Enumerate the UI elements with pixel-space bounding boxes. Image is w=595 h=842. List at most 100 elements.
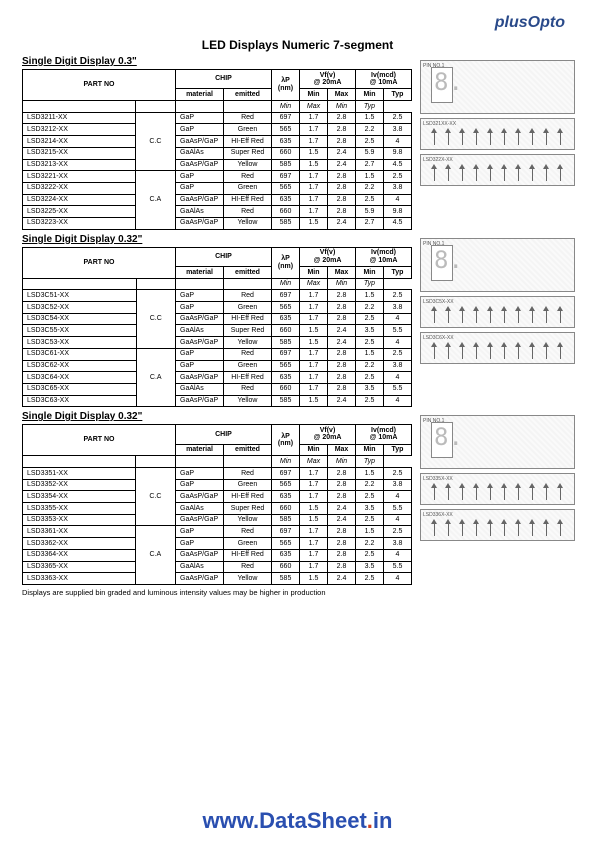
- cell-wavelength: 565: [272, 124, 300, 136]
- cell-vfmin: 1.7: [300, 561, 328, 573]
- cell-emitted: Green: [224, 124, 272, 136]
- th-material: material: [176, 89, 224, 101]
- table-row: LSD3213-XXGaAsP/GaPYellow5851.52.42.74.5: [23, 159, 412, 171]
- cell-emitted: HI-Eff Red: [224, 491, 272, 503]
- table-row: LSD3364-XXGaAsP/GaPHI-Eff Red6351.72.82.…: [23, 549, 412, 561]
- cell-ivmin: 1.5: [356, 526, 384, 538]
- cell-wavelength: 697: [272, 348, 300, 360]
- cell-ivmin: 2.2: [356, 479, 384, 491]
- footnote: Displays are supplied bin graded and lum…: [22, 588, 595, 597]
- cell-ivtyp: 2.5: [384, 112, 412, 124]
- cell-vfmin: 1.7: [300, 171, 328, 183]
- cell-ivtyp: 2.5: [384, 171, 412, 183]
- cell-material: GaAsP/GaP: [176, 549, 224, 561]
- cell-vfmin: 1.7: [300, 194, 328, 206]
- cell-vfmin: 1.7: [300, 302, 328, 314]
- cell-vfmin: 1.7: [300, 383, 328, 395]
- cell-vfmax: 2.8: [328, 372, 356, 384]
- cell-part: LSD3353-XX: [23, 514, 136, 526]
- cell-vfmax: 2.8: [328, 526, 356, 538]
- table-row: LSD3212-XXGaPGreen5651.72.82.23.8: [23, 124, 412, 136]
- cell-wavelength: 660: [272, 383, 300, 395]
- cell-material: GaAsP/GaP: [176, 337, 224, 349]
- cell-vfmax: 2.4: [328, 503, 356, 515]
- cell-emitted: Yellow: [224, 573, 272, 585]
- th-typ: Typ: [384, 267, 412, 279]
- cell-vfmin: 1.7: [300, 348, 328, 360]
- cell-wavelength: 635: [272, 549, 300, 561]
- cell-emitted: HI-Eff Red: [224, 313, 272, 325]
- cell-vfmax: 2.8: [328, 348, 356, 360]
- cell-emitted: Red: [224, 383, 272, 395]
- table-row: LSD3C55-XXGaAlAsSuper Red6601.52.43.55.5: [23, 325, 412, 337]
- cell-vfmax: 2.8: [328, 468, 356, 480]
- cell-material: GaP: [176, 290, 224, 302]
- cell-emitted: Yellow: [224, 395, 272, 407]
- table-row: LSD3353-XXGaAsP/GaPYellow5851.52.42.54: [23, 514, 412, 526]
- cell-vfmin: 1.7: [300, 479, 328, 491]
- th-min: Min: [300, 89, 328, 101]
- cell-ivtyp: 3.8: [384, 479, 412, 491]
- cell-emitted: Red: [224, 468, 272, 480]
- cell-ivtyp: 4: [384, 395, 412, 407]
- cell-material: GaAlAs: [176, 503, 224, 515]
- cell-ivmin: 3.5: [356, 561, 384, 573]
- cell-vfmin: 1.7: [300, 136, 328, 148]
- cell-wavelength: 697: [272, 468, 300, 480]
- cell-material: GaAlAs: [176, 561, 224, 573]
- cell-material: GaP: [176, 526, 224, 538]
- cell-ivmin: 1.5: [356, 112, 384, 124]
- cell-vfmax: 2.4: [328, 325, 356, 337]
- cell-vfmin: 1.7: [300, 491, 328, 503]
- th-iv: Iv(mcd)@ 10mA: [356, 425, 412, 444]
- cell-emitted: Red: [224, 561, 272, 573]
- cell-ivtyp: 4.5: [384, 159, 412, 171]
- th-min: Min: [356, 444, 384, 456]
- cell-type: C.C: [135, 112, 175, 170]
- cell-wavelength: 585: [272, 514, 300, 526]
- table-row: LSD3C65-XXGaAlAsRed6601.72.83.55.5: [23, 383, 412, 395]
- cell-wavelength: 697: [272, 290, 300, 302]
- cell-wavelength: 697: [272, 526, 300, 538]
- cell-ivmin: 3.5: [356, 383, 384, 395]
- cell-part: LSD3365-XX: [23, 561, 136, 573]
- cell-wavelength: 660: [272, 561, 300, 573]
- cell-wavelength: 585: [272, 337, 300, 349]
- spec-table: PART NO CHIP λP(nm) Vf(v)@ 20mA Iv(mcd)@…: [22, 247, 412, 408]
- cell-emitted: Red: [224, 112, 272, 124]
- cell-material: GaP: [176, 182, 224, 194]
- cell-vfmax: 2.4: [328, 514, 356, 526]
- cell-vfmax: 2.4: [328, 159, 356, 171]
- pinout-diagram: LSD321XX-XX: [420, 118, 575, 150]
- cell-material: GaP: [176, 124, 224, 136]
- cell-ivtyp: 3.8: [384, 360, 412, 372]
- cell-wavelength: 697: [272, 171, 300, 183]
- cell-vfmin: 1.7: [300, 468, 328, 480]
- section: Single Digit Display 0.32" PART NO CHIP …: [0, 411, 595, 585]
- th-max: Max: [328, 89, 356, 101]
- cell-wavelength: 635: [272, 372, 300, 384]
- cell-emitted: HI-Eff Red: [224, 136, 272, 148]
- diagram-column: PIN NO.1 LSD3C5X-XX LSD3C6X-XX: [420, 234, 575, 368]
- cell-material: GaAlAs: [176, 383, 224, 395]
- table-row: LSD3355-XXGaAlAsSuper Red6601.52.43.55.5: [23, 503, 412, 515]
- cell-emitted: Green: [224, 360, 272, 372]
- table-row: LSD3C53-XXGaAsP/GaPYellow5851.52.42.54: [23, 337, 412, 349]
- section: Single Digit Display 0.32" PART NO CHIP …: [0, 234, 595, 408]
- cell-emitted: HI-Eff Red: [224, 549, 272, 561]
- cell-part: LSD3362-XX: [23, 538, 136, 550]
- cell-part: LSD3C61-XX: [23, 348, 137, 360]
- pinout-diagram: LSD3C5X-XX: [420, 296, 575, 328]
- cell-part: LSD3224-XX: [23, 194, 136, 206]
- th-iv: Iv(mcd)@ 10mA: [356, 247, 412, 266]
- cell-material: GaAsP/GaP: [176, 573, 224, 585]
- cell-wavelength: 585: [272, 395, 300, 407]
- cell-vfmin: 1.7: [300, 526, 328, 538]
- cell-vfmax: 2.8: [328, 206, 356, 218]
- cell-part: LSD3C62-XX: [23, 360, 137, 372]
- cell-ivmin: 2.5: [356, 491, 384, 503]
- diagram-column: PIN NO.1 LSD321XX-XX LSD322X-XX: [420, 56, 575, 190]
- cell-vfmin: 1.7: [300, 313, 328, 325]
- cell-material: GaAsP/GaP: [176, 159, 224, 171]
- cell-wavelength: 585: [272, 573, 300, 585]
